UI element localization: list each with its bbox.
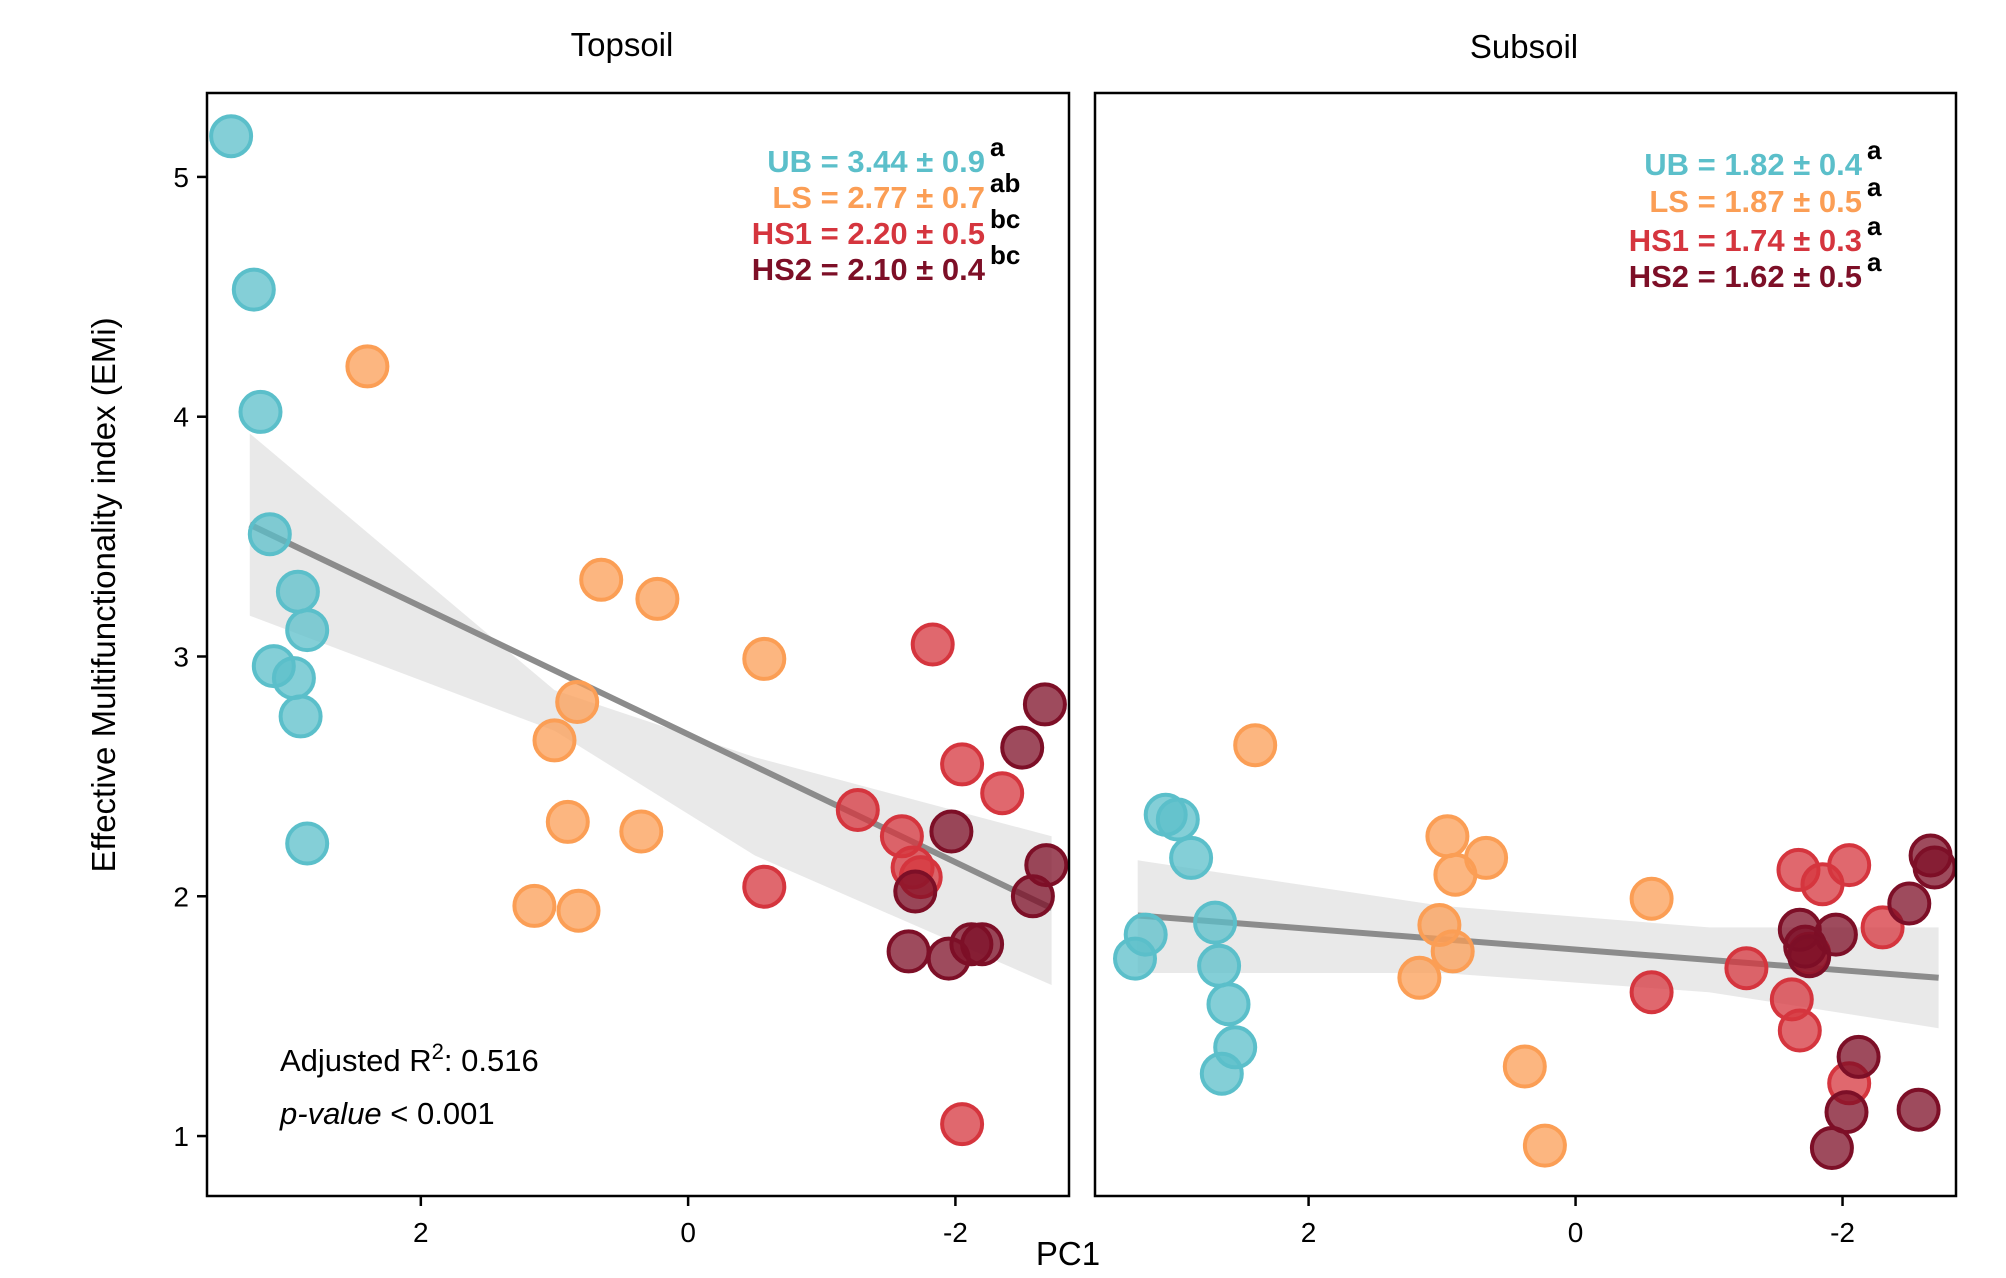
topsoil-x-tick-label: 2 [413, 1217, 429, 1248]
topsoil-x-tick-label: -2 [943, 1217, 968, 1248]
subsoil-stat-letter-ls: a [1867, 172, 1882, 202]
topsoil-point-hs2 [1010, 874, 1055, 919]
subsoil-stat-hs2: HS2 = 1.62 ± 0.5 [1629, 259, 1862, 294]
topsoil-point-ub [285, 821, 330, 866]
topsoil-point-ls [742, 636, 787, 681]
topsoil-panel-title: Topsoil [571, 26, 674, 63]
subsoil-point-ub [1193, 900, 1238, 945]
subsoil-point-hs2 [1836, 1034, 1881, 1079]
subsoil-point-ls [1522, 1123, 1567, 1168]
topsoil-point-ub [285, 608, 330, 653]
topsoil-point-hs2 [893, 869, 938, 914]
subsoil-point-ub [1123, 912, 1168, 957]
adjusted-r2-label: Adjusted R2: 0.516 [280, 1039, 539, 1078]
topsoil-stat-ls: LS = 2.77 ± 0.7 [772, 180, 985, 215]
topsoil-point-ls [345, 344, 390, 389]
y-axis-title: Effective Multifunctionality index (EMi) [85, 317, 122, 872]
subsoil-stat-letter-hs1: a [1867, 211, 1882, 241]
y-tick-label: 2 [173, 881, 189, 912]
subsoil-point-ub [1197, 943, 1242, 988]
topsoil-point-hs2 [886, 929, 931, 974]
subsoil-x-tick-label: -2 [1830, 1217, 1855, 1248]
topsoil-point-ub [238, 389, 283, 434]
y-tick-label: 1 [173, 1121, 189, 1152]
subsoil-x-tick-label: 2 [1301, 1217, 1317, 1248]
topsoil-point-ls [532, 718, 577, 763]
topsoil-point-hs2 [1022, 682, 1067, 727]
subsoil-panel: Subsoil 2 0 -2UB = 1.82 ± 0.4 aLS = 1.87 ± … [1093, 28, 1958, 1248]
topsoil-point-ub [271, 656, 316, 701]
topsoil-point-ub [247, 512, 292, 557]
x-axis-title: PC1 [1036, 1235, 1100, 1272]
subsoil-stat-letter-ub: a [1867, 135, 1882, 165]
subsoil-point-ls [1464, 835, 1509, 880]
subsoil-point-hs1 [1629, 970, 1674, 1015]
topsoil-point-hs2 [929, 809, 974, 854]
topsoil-stat-hs1: HS1 = 2.20 ± 0.5 [752, 216, 985, 251]
topsoil-point-ub [209, 114, 254, 159]
subsoil-point-hs2 [1912, 845, 1957, 890]
topsoil-point-hs1 [742, 864, 787, 909]
subsoil-stat-letter-hs2: a [1867, 247, 1882, 277]
subsoil-panel-title: Subsoil [1470, 28, 1578, 65]
topsoil-point-ub [275, 569, 320, 614]
topsoil-point-hs2 [1000, 725, 1045, 770]
subsoil-stat-ls: LS = 1.87 ± 0.5 [1649, 184, 1862, 219]
topsoil-point-ls [556, 888, 601, 933]
topsoil-point-ub [231, 267, 276, 312]
subsoil-point-ub [1206, 982, 1251, 1027]
topsoil-point-ub [278, 694, 323, 739]
subsoil-point-ls [1397, 955, 1442, 1000]
subsoil-point-ls [1629, 876, 1674, 921]
subsoil-point-hs2 [1809, 1126, 1854, 1170]
y-tick-label: 5 [173, 162, 189, 193]
topsoil-stat-letter-hs1: bc [990, 204, 1020, 234]
topsoil-point-hs1 [940, 1102, 985, 1147]
subsoil-point-hs2 [1787, 934, 1832, 979]
topsoil-stat-ub: UB = 3.44 ± 0.9 [767, 144, 985, 179]
topsoil-point-ls [619, 809, 664, 854]
subsoil-point-hs2 [1896, 1087, 1941, 1132]
subsoil-point-hs1 [1827, 843, 1872, 888]
topsoil-stat-letter-ub: a [990, 132, 1005, 162]
y-tick-label: 4 [173, 402, 189, 433]
subsoil-point-ub [1199, 1051, 1244, 1096]
subsoil-point-hs1 [1777, 1008, 1822, 1053]
topsoil-point-hs2 [926, 936, 971, 981]
topsoil-stat-letter-hs2: bc [990, 240, 1020, 270]
subsoil-stat-ub: UB = 1.82 ± 0.4 [1644, 147, 1863, 182]
topsoil-point-ls [512, 883, 557, 928]
subsoil-x-tick-label: 0 [1568, 1217, 1584, 1248]
topsoil-point-hs1 [835, 788, 880, 832]
topsoil-panel-border [205, 91, 1071, 1198]
subsoil-point-hs1 [1724, 946, 1769, 991]
subsoil-point-ub [1155, 797, 1200, 842]
subsoil-point-ls [1425, 814, 1470, 859]
subsoil-stat-hs1: HS1 = 1.74 ± 0.3 [1629, 223, 1862, 258]
topsoil-point-hs1 [980, 771, 1025, 816]
p-value-label: p-value < 0.001 [279, 1096, 495, 1131]
topsoil-x-tick-label: 0 [680, 1217, 696, 1248]
topsoil-point-ls [635, 576, 680, 621]
topsoil-point-ls [579, 557, 624, 602]
topsoil-point-ls [555, 680, 600, 724]
topsoil-stat-hs2: HS2 = 2.10 ± 0.4 [752, 252, 986, 287]
subsoil-point-ls [1502, 1044, 1547, 1089]
subsoil-point-ub [1169, 835, 1214, 880]
topsoil-confidence-ribbon [249, 433, 1052, 985]
topsoil-point-hs1 [940, 742, 985, 787]
subsoil-point-hs2 [1887, 881, 1932, 926]
subsoil-point-ls [1233, 723, 1278, 768]
subsoil-panel-border [1093, 91, 1958, 1198]
y-tick-label: 3 [173, 641, 189, 672]
topsoil-panel: Topsoil 2 0 -2 1 2 3 4 5 UB = 3.44 ± 0.9 aLS = 2.… [173, 26, 1071, 1248]
subsoil-point-ls [1430, 929, 1475, 974]
topsoil-stat-letter-ls: ab [990, 168, 1020, 198]
topsoil-point-ls [545, 799, 590, 844]
topsoil-point-hs1 [910, 622, 955, 667]
